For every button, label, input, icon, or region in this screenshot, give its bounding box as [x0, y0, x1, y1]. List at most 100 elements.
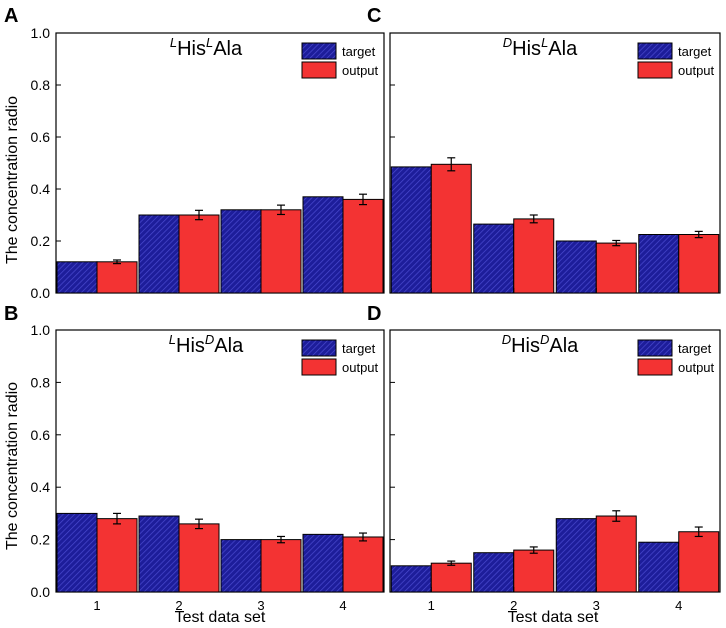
title-superscript: D	[540, 332, 549, 347]
bar-target	[220, 539, 262, 593]
x-tick-label: 3	[593, 598, 600, 613]
plot-frame	[55, 32, 385, 294]
x-tick-label: 2	[510, 598, 517, 613]
panel-letter: C	[367, 5, 381, 27]
bar-output	[178, 523, 220, 593]
legend-swatch-target	[637, 339, 673, 357]
bar-target	[390, 166, 432, 294]
bar-output	[342, 198, 384, 294]
title-superscript: D	[503, 35, 512, 50]
bar-output	[595, 515, 637, 593]
plot-frame	[389, 32, 721, 294]
y-tick-label: 0.8	[31, 77, 51, 93]
bar-output	[430, 562, 472, 593]
y-tick-label: 0.4	[31, 479, 51, 495]
bar-output	[342, 536, 384, 593]
bar-target	[638, 541, 680, 593]
title-superscript: L	[541, 35, 548, 50]
title-text: Ala	[214, 335, 244, 357]
panel-letter: B	[4, 303, 18, 325]
x-tick-label: 3	[257, 598, 264, 613]
title-superscript: L	[206, 35, 213, 50]
x-tick-label: 1	[428, 598, 435, 613]
bar-output	[678, 531, 720, 593]
bar-output	[96, 518, 138, 593]
chart-panel-c: C DHisLAla target output	[367, 5, 721, 294]
legend-label-target: target	[678, 341, 712, 356]
y-axis-label-top: The concentration radio	[4, 96, 21, 264]
title-text: His	[511, 335, 540, 357]
title-superscript: D	[205, 332, 214, 347]
legend-label-target: target	[342, 44, 376, 59]
x-tick-label: 1	[93, 598, 100, 613]
x-axis-label-left: Test data set	[175, 609, 266, 626]
title-text: Ala	[549, 335, 579, 357]
y-tick-label: 1.0	[31, 25, 51, 41]
y-axis-label-bottom: The concentration radio	[4, 382, 21, 550]
panel-letter: A	[4, 5, 18, 27]
x-tick-label: 4	[339, 598, 346, 613]
title-superscript: L	[170, 35, 177, 50]
title-text: His	[177, 38, 206, 60]
bar-target	[473, 223, 515, 294]
y-tick-label: 0.0	[31, 584, 51, 600]
bar-target	[302, 196, 344, 294]
legend-label-output: output	[342, 63, 379, 78]
bar-target	[390, 565, 432, 593]
bar-output	[260, 209, 302, 294]
x-tick-label: 4	[675, 598, 682, 613]
legend-label-target: target	[678, 44, 712, 59]
bar-target	[138, 214, 180, 294]
plot-frame	[55, 329, 385, 593]
bar-output	[430, 163, 472, 294]
title-text: His	[176, 335, 205, 357]
title-text: Ala	[213, 38, 243, 60]
title-text: His	[512, 38, 541, 60]
bar-output	[178, 214, 220, 294]
bar-output	[513, 218, 555, 294]
panel-title: LHisLAla	[170, 35, 243, 60]
legend-swatch-output	[301, 61, 337, 79]
y-tick-label: 0.6	[31, 129, 51, 145]
bar-target	[473, 552, 515, 593]
legend-label-output: output	[678, 63, 715, 78]
y-tick-label: 0.2	[31, 532, 51, 548]
x-axis-label-right: Test data set	[508, 609, 599, 626]
y-tick-label: 0.2	[31, 233, 51, 249]
y-tick-label: 0.6	[31, 427, 51, 443]
bar-target	[302, 533, 344, 593]
bar-target	[220, 209, 262, 294]
title-text: Ala	[548, 38, 578, 60]
bar-target	[555, 518, 597, 593]
title-superscript: D	[502, 332, 511, 347]
bar-output	[260, 539, 302, 593]
y-tick-label: 0.0	[31, 285, 51, 301]
panel-letter: D	[367, 303, 381, 325]
bar-output	[96, 261, 138, 294]
legend-swatch-output	[301, 358, 337, 376]
x-tick-label: 2	[175, 598, 182, 613]
legend-swatch-output	[637, 61, 673, 79]
bar-target	[56, 261, 98, 294]
legend-label-output: output	[678, 360, 715, 375]
y-tick-label: 0.8	[31, 374, 51, 390]
bar-target	[638, 234, 680, 294]
panel-title: LHisDAla	[169, 332, 244, 357]
legend-swatch-target	[637, 42, 673, 60]
legend-swatch-target	[301, 42, 337, 60]
title-superscript: L	[169, 332, 176, 347]
panel-title: DHisLAla	[503, 35, 578, 60]
legend-swatch-output	[637, 358, 673, 376]
plot-frame	[389, 329, 721, 593]
bar-target	[138, 515, 180, 593]
legend-label-output: output	[342, 360, 379, 375]
panel-title: DHisDAla	[502, 332, 579, 357]
legend-swatch-target	[301, 339, 337, 357]
y-tick-label: 1.0	[31, 322, 51, 338]
bar-target	[555, 240, 597, 294]
bar-output	[513, 549, 555, 593]
